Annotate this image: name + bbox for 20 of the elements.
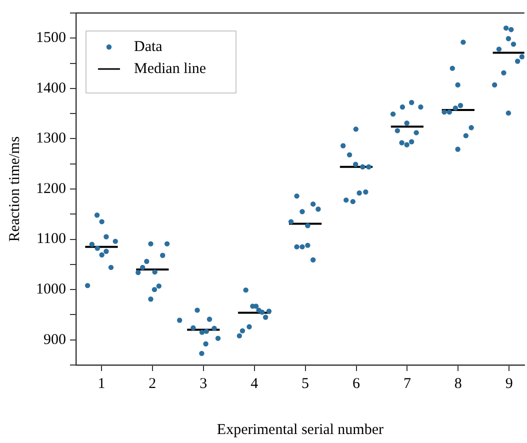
- y-tick-label: 1200: [36, 180, 66, 197]
- y-tick-label: 1300: [36, 130, 66, 147]
- y-tick-label: 1500: [36, 30, 66, 46]
- x-tick-label: 7: [403, 376, 412, 392]
- y-tick-label: 900: [44, 332, 66, 348]
- x-tick-label: 4: [250, 376, 259, 392]
- x-tick-label: 3: [200, 376, 208, 392]
- y-tick-label: 1000: [36, 282, 66, 298]
- x-tick-label: 1: [98, 376, 106, 392]
- x-tick-label: 9: [505, 376, 513, 392]
- x-axis-title: Experimental serial number: [216, 422, 384, 438]
- y-axis-title: Reaction time/ms: [6, 136, 23, 242]
- legend-label: Median line: [134, 60, 206, 77]
- y-tick-label: 1100: [36, 231, 66, 248]
- x-tick-label: 8: [454, 376, 462, 392]
- x-tick-label: 6: [352, 376, 360, 392]
- x-tick-label: 2: [148, 376, 156, 392]
- x-tick-label: 5: [302, 376, 310, 392]
- y-tick-label: 1400: [36, 80, 66, 96]
- legend-label: Data: [134, 38, 163, 55]
